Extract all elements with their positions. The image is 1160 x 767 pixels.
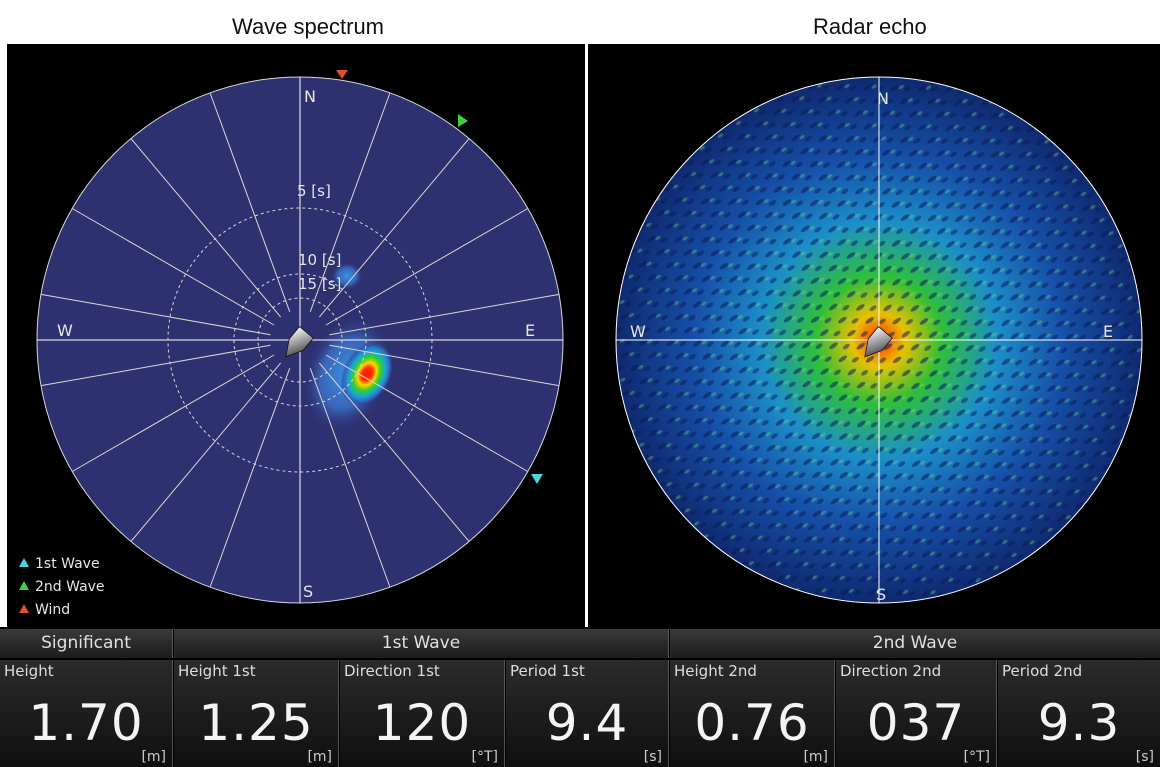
direction-spoke: [40, 344, 271, 387]
header-significant: Significant: [0, 629, 173, 658]
radar-east-label: E: [1103, 322, 1113, 341]
direction-spoke: [329, 293, 560, 336]
triangle-icon: [19, 604, 29, 613]
cell-value: 0.76: [694, 694, 810, 752]
ring-15s: [257, 297, 343, 383]
direction-spoke: [40, 293, 271, 336]
spectrum-outer-ring: [36, 76, 564, 604]
west-label: W: [57, 321, 73, 340]
wave-data-table: Significant 1st Wave 2nd Wave Height 1.7…: [0, 627, 1160, 767]
direction-spoke: [318, 362, 470, 542]
triangle-icon: [19, 581, 29, 590]
ring-5s: [167, 207, 433, 473]
cell-value: 037: [866, 694, 966, 752]
ring-10s-label: 10 [s]: [298, 251, 341, 269]
cell-period-2nd: Period 2nd 9.3 [s]: [998, 660, 1160, 767]
direction-spoke: [329, 344, 560, 387]
header-second-wave: 2nd Wave: [670, 629, 1160, 658]
cell-significant-height: Height 1.70 [m]: [0, 660, 173, 767]
cell-label: Period 2nd: [1002, 662, 1083, 680]
direction-spoke: [209, 368, 291, 588]
direction-spoke: [71, 208, 275, 326]
radar-echo-title: Radar echo: [813, 14, 927, 39]
radar-west-label: W: [630, 322, 646, 341]
cell-period-1st: Period 1st 9.4 [s]: [506, 660, 669, 767]
cell-unit: [s]: [1135, 749, 1154, 765]
wave-spectrum-title: Wave spectrum: [232, 14, 385, 39]
cell-unit: [m]: [141, 749, 166, 765]
direction-spoke: [130, 138, 282, 318]
direction-spoke: [209, 92, 291, 312]
direction-spoke: [71, 354, 275, 472]
cell-unit: [m]: [803, 749, 828, 765]
east-label: E: [525, 321, 535, 340]
wind-direction-marker: [336, 70, 348, 79]
ring-5s-label: 5 [s]: [297, 182, 331, 200]
cell-label: Height 1st: [178, 662, 256, 680]
ship-icon: [285, 325, 314, 358]
cell-unit: [°T]: [963, 749, 990, 765]
legend-wind: Wind: [19, 602, 70, 618]
ship-icon: [864, 325, 893, 358]
first-wave-energy: [340, 341, 394, 407]
direction-grid: [40, 92, 560, 588]
direction-spoke: [309, 92, 391, 312]
radar-echo-plot: N S W E: [615, 76, 1143, 604]
south-label: S: [303, 582, 313, 601]
cell-value: 9.4: [545, 694, 629, 752]
wave-spectrum-panel: N S W E 5 [s] 10 [s] 15 [s] 1st Wave 2nd…: [7, 44, 585, 627]
cell-unit: [s]: [643, 749, 662, 765]
legend-label: 1st Wave: [35, 556, 100, 572]
second-wave-energy: [331, 262, 363, 290]
north-label: N: [304, 87, 316, 106]
cell-label: Height: [4, 662, 54, 680]
direction-spoke: [325, 208, 529, 326]
cell-value: 120: [372, 694, 472, 752]
wave-spectrum-plot: N S W E 5 [s] 10 [s] 15 [s]: [36, 70, 564, 604]
direction-spoke: [318, 138, 470, 318]
cell-label: Direction 1st: [344, 662, 440, 680]
legend-label: Wind: [35, 602, 71, 618]
legend-label: 2nd Wave: [35, 579, 105, 595]
direction-spoke: [325, 354, 529, 472]
cell-value: 1.25: [198, 694, 314, 752]
legend-first-wave: 1st Wave: [19, 556, 100, 572]
cell-direction-2nd: Direction 2nd 037 [°T]: [836, 660, 997, 767]
radar-echo-panel: N S W E: [588, 44, 1160, 627]
radar-north-label: N: [877, 89, 889, 108]
cell-height-2nd: Height 2nd 0.76 [m]: [670, 660, 835, 767]
direction-spoke: [309, 368, 391, 588]
direction-spoke: [130, 362, 282, 542]
cell-unit: [°T]: [471, 749, 498, 765]
ring-10s: [233, 273, 367, 407]
cell-label: Direction 2nd: [840, 662, 942, 680]
cell-unit: [m]: [307, 749, 332, 765]
radar-outer-ring: [615, 76, 1143, 604]
cell-direction-1st: Direction 1st 120 [°T]: [340, 660, 505, 767]
cell-label: Period 1st: [510, 662, 585, 680]
header-first-wave: 1st Wave: [174, 629, 669, 658]
legend-second-wave: 2nd Wave: [19, 579, 105, 595]
cell-value: 1.70: [28, 694, 144, 752]
cell-label: Height 2nd: [674, 662, 757, 680]
radar-south-label: S: [876, 585, 886, 604]
first-wave-direction-marker: [531, 474, 543, 484]
cell-value: 9.3: [1037, 694, 1121, 752]
ring-15s-label: 15 [s]: [298, 275, 341, 293]
cell-height-1st: Height 1st 1.25 [m]: [174, 660, 339, 767]
second-wave-direction-marker: [458, 114, 468, 127]
triangle-icon: [19, 558, 29, 567]
